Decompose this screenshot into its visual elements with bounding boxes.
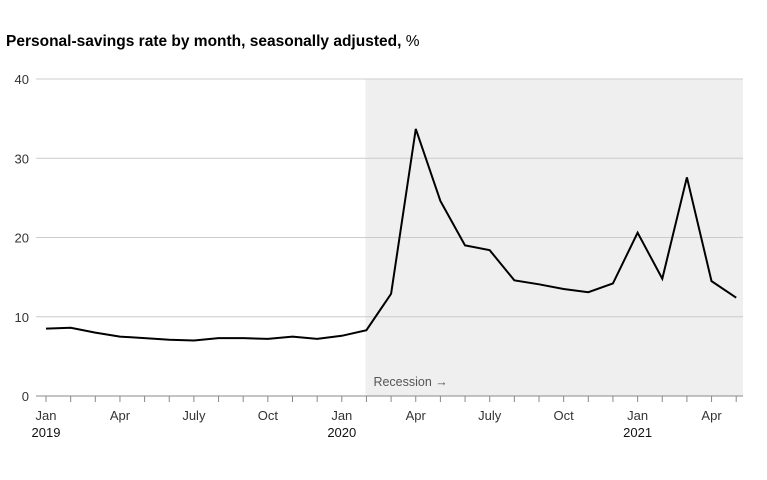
x-year-label: 2021 [623,425,652,440]
series-line [45,128,737,342]
x-tick-label: Apr [701,408,722,423]
y-tick-label: 20 [15,231,29,246]
y-tick-label: 10 [15,310,29,325]
y-tick-label: 40 [15,72,29,87]
chart-title-main: Personal-savings rate by month, seasonal… [6,33,402,50]
x-tick-label: Apr [406,408,427,423]
x-tick-label: July [182,408,206,423]
x-tick-label: Oct [258,408,279,423]
x-tick-label: Apr [110,408,131,423]
x-tick-label: Jan [36,408,57,423]
recession-label: Recession → [373,375,447,389]
x-tick-label: Jan [331,408,352,423]
chart-title: Personal-savings rate by month, seasonal… [6,33,420,51]
chart-title-unit: % [405,33,420,50]
x-year-label: 2019 [32,425,61,440]
x-year-label: 2020 [327,425,356,440]
x-tick-label: Jan [627,408,648,423]
y-tick-label: 30 [15,151,29,166]
x-tick-label: Oct [554,408,575,423]
x-tick-label: July [478,408,502,423]
y-tick-label: 0 [22,389,29,404]
